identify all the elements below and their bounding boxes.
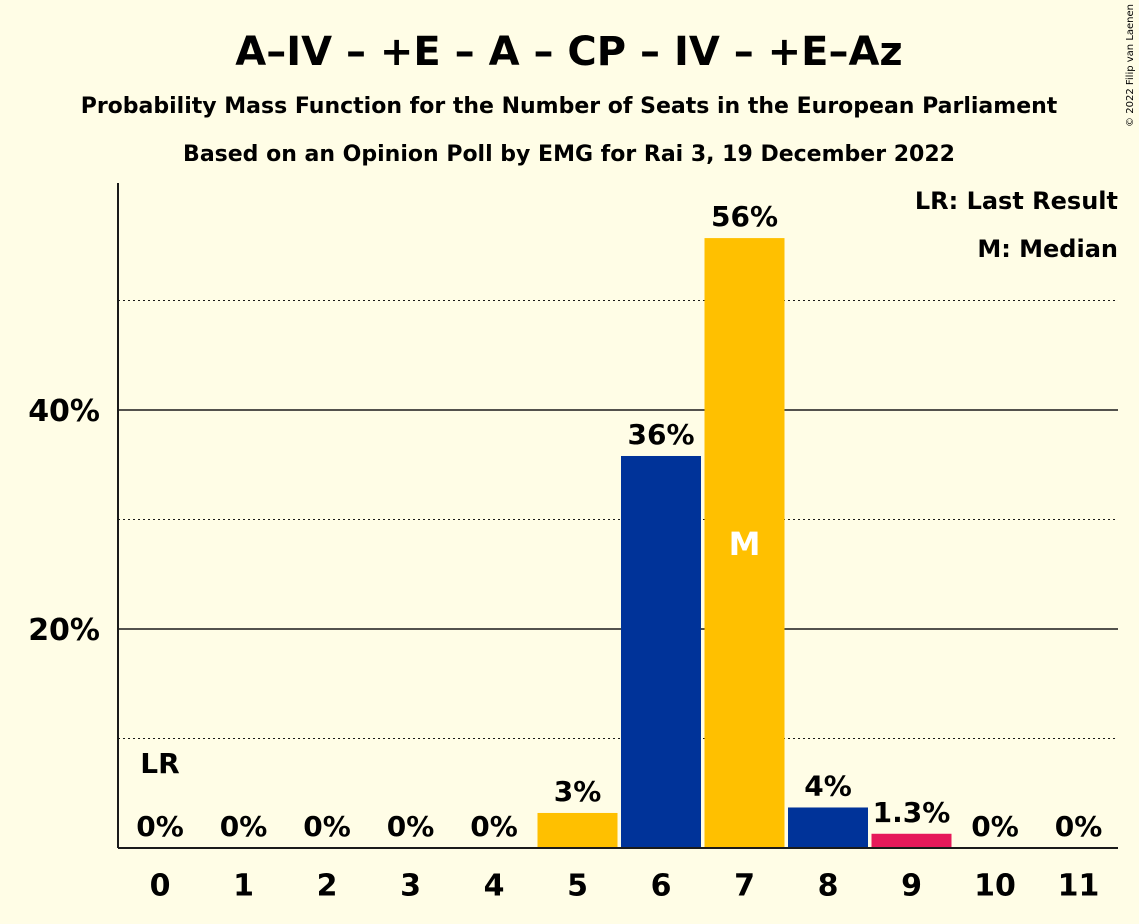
x-tick-label: 1 bbox=[233, 869, 254, 904]
x-tick-label: 10 bbox=[974, 869, 1016, 904]
y-tick-label: 40% bbox=[28, 394, 100, 429]
bar-seat-7 bbox=[704, 238, 785, 848]
bar-value-label: 56% bbox=[711, 200, 778, 233]
x-tick-label: 11 bbox=[1058, 869, 1100, 904]
x-tick-label: 2 bbox=[317, 869, 338, 904]
x-tick-label: 8 bbox=[818, 869, 839, 904]
chart-title: A–IV – +E – A – CP – IV – +E–Az bbox=[235, 29, 902, 75]
chart-subtitle: Probability Mass Function for the Number… bbox=[81, 94, 1058, 119]
axes-layer: 20% 40% 0 1 2 3 4 5 6 7 8 9 10 11 bbox=[28, 183, 1118, 904]
bar-value-label: 0% bbox=[387, 810, 435, 843]
bar-value-label: 36% bbox=[627, 418, 694, 451]
median-marker: M bbox=[729, 525, 761, 563]
x-tick-label: 0 bbox=[150, 869, 171, 904]
bar-value-label: 0% bbox=[1055, 810, 1103, 843]
x-tick-label: 3 bbox=[400, 869, 421, 904]
bar-value-label: 0% bbox=[470, 810, 518, 843]
last-result-marker: LR bbox=[140, 747, 179, 780]
bar-seat-8 bbox=[788, 807, 868, 848]
bar-value-label: 0% bbox=[971, 810, 1019, 843]
bar-seat-9 bbox=[871, 833, 952, 848]
y-tick-label: 20% bbox=[28, 613, 100, 648]
legend-last-result: LR: Last Result bbox=[915, 187, 1118, 215]
bar-value-label: 3% bbox=[554, 775, 602, 808]
chart-subtitle-poll: Based on an Opinion Poll by EMG for Rai … bbox=[183, 142, 955, 167]
bar-value-label: 4% bbox=[804, 769, 852, 802]
bar-value-label: 1.3% bbox=[873, 796, 951, 829]
bar-seat-5 bbox=[537, 812, 618, 848]
copyright-notice: © 2022 Filip van Laenen bbox=[1125, 4, 1136, 127]
x-tick-label: 9 bbox=[901, 869, 922, 904]
legend-median: M: Median bbox=[977, 235, 1118, 263]
bars-layer: 0% 0% 0% 0% 0% 3% 36% 56% 4% 1.3% 0% 0% LR M bbox=[136, 200, 1102, 848]
bar-seat-6 bbox=[621, 455, 701, 848]
bar-value-label: 0% bbox=[220, 810, 268, 843]
x-tick-label: 7 bbox=[734, 869, 755, 904]
x-tick-label: 4 bbox=[484, 869, 505, 904]
bar-value-label: 0% bbox=[303, 810, 351, 843]
gridlines bbox=[118, 300, 1118, 739]
x-tick-label: 5 bbox=[567, 869, 588, 904]
bar-value-label: 0% bbox=[136, 810, 184, 843]
x-tick-label: 6 bbox=[651, 869, 672, 904]
